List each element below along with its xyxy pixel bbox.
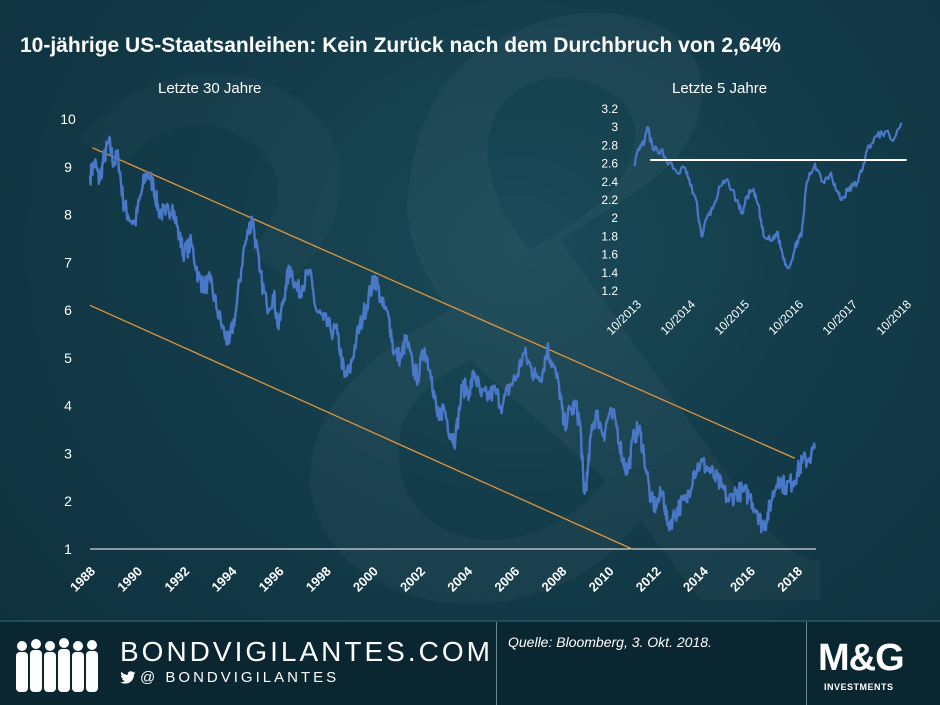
main-y-axis: 1 2 3 4 5 6 7 8 9 10 — [60, 111, 76, 557]
y-tick-label: 9 — [64, 159, 72, 175]
inset-y-tick-label: 1.4 — [601, 266, 618, 280]
footer: BONDVIGILANTES.COM @ BONDVIGILANTES Quel… — [0, 620, 940, 705]
inset-y-tick-label: 1.6 — [601, 248, 618, 262]
y-tick-label: 5 — [64, 350, 72, 366]
y-tick-label: 2 — [64, 493, 72, 509]
inset-chart: 1.21.41.61.822.22.42.62.833.2 10/2013 10/… — [601, 102, 915, 338]
y-tick-label: 7 — [64, 254, 72, 270]
inset-y-tick-label: 2.8 — [601, 138, 618, 152]
footer-divider-right — [806, 622, 807, 705]
inset-y-tick-label: 3.2 — [601, 102, 618, 116]
twitter-handle-text: @ BONDVIGILANTES — [140, 669, 340, 686]
inset-y-tick-label: 1.8 — [601, 229, 618, 243]
source-note: Quelle: Bloomberg, 3. Okt. 2018. — [508, 634, 712, 650]
inset-x-tick-label: 10/2017 — [820, 297, 861, 338]
inset-x-tick-label: 10/2015 — [712, 297, 753, 338]
trend-line-upper — [92, 147, 796, 459]
inset-y-tick-label: 3 — [611, 120, 618, 134]
trend-line-lower — [89, 304, 633, 550]
people-silhouette-icon — [16, 638, 98, 692]
inset-yield-series-line — [633, 122, 903, 270]
main-series — [88, 135, 816, 534]
inset-x-axis: 10/2013 10/2014 10/2015 10/2016 10/2017 10/20… — [604, 297, 915, 338]
main-chart-subtitle: Letzte 30 Jahre — [158, 80, 262, 97]
inset-series — [633, 122, 903, 270]
inset-y-tick-label: 2 — [611, 211, 618, 225]
footer-divider-left — [496, 622, 497, 705]
inset-y-tick-label: 2.6 — [601, 157, 618, 171]
brand-twitter-handle: @ BONDVIGILANTES — [120, 669, 339, 686]
y-tick-label: 10 — [60, 111, 76, 127]
y-tick-label: 6 — [64, 302, 72, 318]
y-tick-label: 4 — [64, 398, 72, 414]
inset-x-tick-label: 10/2018 — [874, 297, 915, 338]
yield-series-line — [88, 135, 816, 534]
logo-mark: M&G — [818, 637, 905, 679]
inset-x-tick-label: 10/2016 — [766, 297, 807, 338]
twitter-bird-icon — [120, 670, 136, 684]
inset-y-tick-label: 2.4 — [601, 175, 618, 189]
logo-subtitle: INVESTMENTS — [824, 682, 894, 692]
inset-chart-subtitle: Letzte 5 Jahre — [672, 80, 768, 97]
mg-investments-logo: M&G INVESTMENTS — [818, 638, 928, 702]
inset-x-tick-label: 10/2013 — [604, 297, 645, 338]
brand-name: BONDVIGILANTES.COM — [120, 636, 493, 667]
y-tick-label: 8 — [64, 207, 72, 223]
y-tick-label: 3 — [64, 445, 72, 461]
y-tick-label: 1 — [64, 541, 72, 557]
chart-title: 10-jährige US-Staatsanleihen: Kein Zurüc… — [20, 34, 781, 57]
inset-y-axis: 1.2 1.4 1.6 1.8 2 2.2 2.4 2.6 2.8 3 3.2 — [601, 102, 618, 298]
main-trend-lines — [89, 147, 796, 550]
inset-y-tick-label: 2.2 — [601, 193, 618, 207]
inset-y-tick-label: 1.2 — [601, 284, 618, 298]
inset-x-tick-label: 10/2014 — [658, 297, 699, 338]
